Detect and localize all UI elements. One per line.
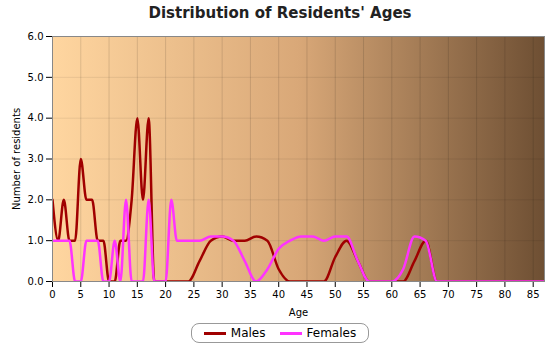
html-text:Distribution of Residents' Age: Distribution of Residents' Ages xyxy=(148,4,412,22)
svg-text:5.0: 5.0 xyxy=(28,72,44,83)
html-text:Females: Females xyxy=(306,326,357,340)
svg-text:0.0: 0.0 xyxy=(28,276,44,287)
svg-text:Age: Age xyxy=(289,307,308,318)
svg-text:25: 25 xyxy=(188,289,201,300)
svg-text:70: 70 xyxy=(442,289,455,300)
svg-text:45: 45 xyxy=(301,289,314,300)
svg-text:20: 20 xyxy=(159,289,172,300)
svg-text:50: 50 xyxy=(329,289,342,300)
svg-text:80: 80 xyxy=(499,289,512,300)
svg-text:85: 85 xyxy=(527,289,540,300)
svg-text:2.0: 2.0 xyxy=(28,194,44,205)
svg-text:1.0: 1.0 xyxy=(28,235,44,246)
svg-text:10: 10 xyxy=(103,289,116,300)
svg-text:60: 60 xyxy=(385,289,398,300)
svg-text:3.0: 3.0 xyxy=(28,153,44,164)
svg-text:55: 55 xyxy=(357,289,370,300)
html-text:Males: Males xyxy=(230,326,266,340)
svg-text:6.0: 6.0 xyxy=(28,31,44,42)
svg-text:40: 40 xyxy=(272,289,285,300)
svg-text:5: 5 xyxy=(78,289,84,300)
svg-text:65: 65 xyxy=(414,289,427,300)
svg-text:30: 30 xyxy=(216,289,229,300)
svg-text:4.0: 4.0 xyxy=(28,112,44,123)
svg-text:75: 75 xyxy=(470,289,483,300)
svg-text:0: 0 xyxy=(49,289,55,300)
svg-text:35: 35 xyxy=(244,289,257,300)
svg-text:Number of residents: Number of residents xyxy=(11,108,22,210)
svg-text:15: 15 xyxy=(131,289,144,300)
